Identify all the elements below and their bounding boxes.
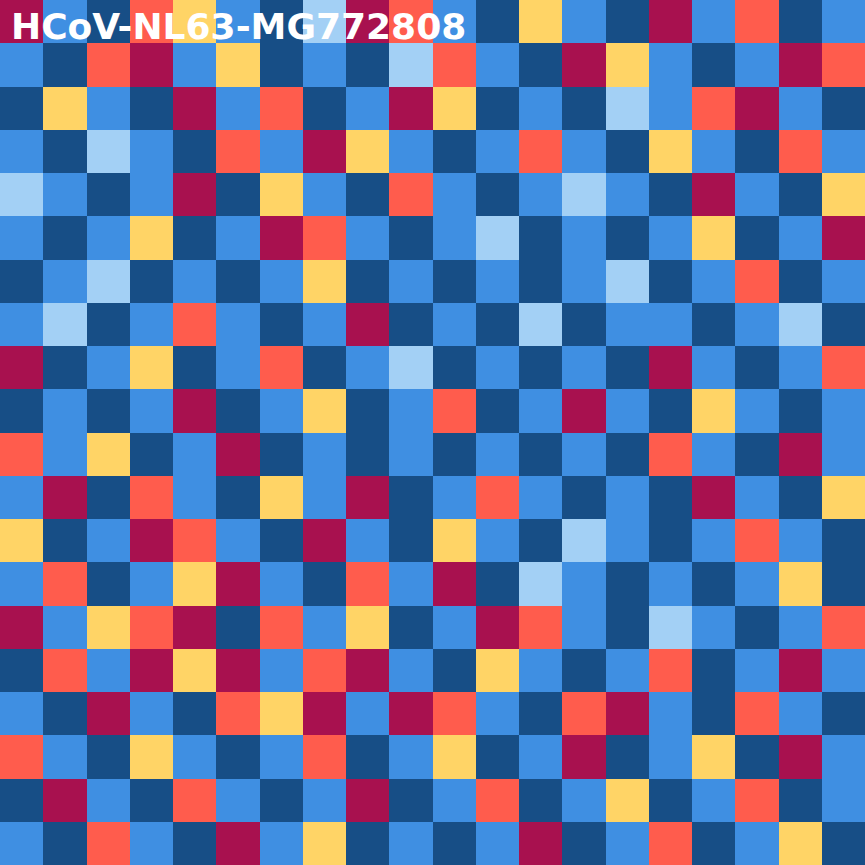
svg-text:HCoV-NL63-MG772808: HCoV-NL63-MG772808 [11,6,466,47]
